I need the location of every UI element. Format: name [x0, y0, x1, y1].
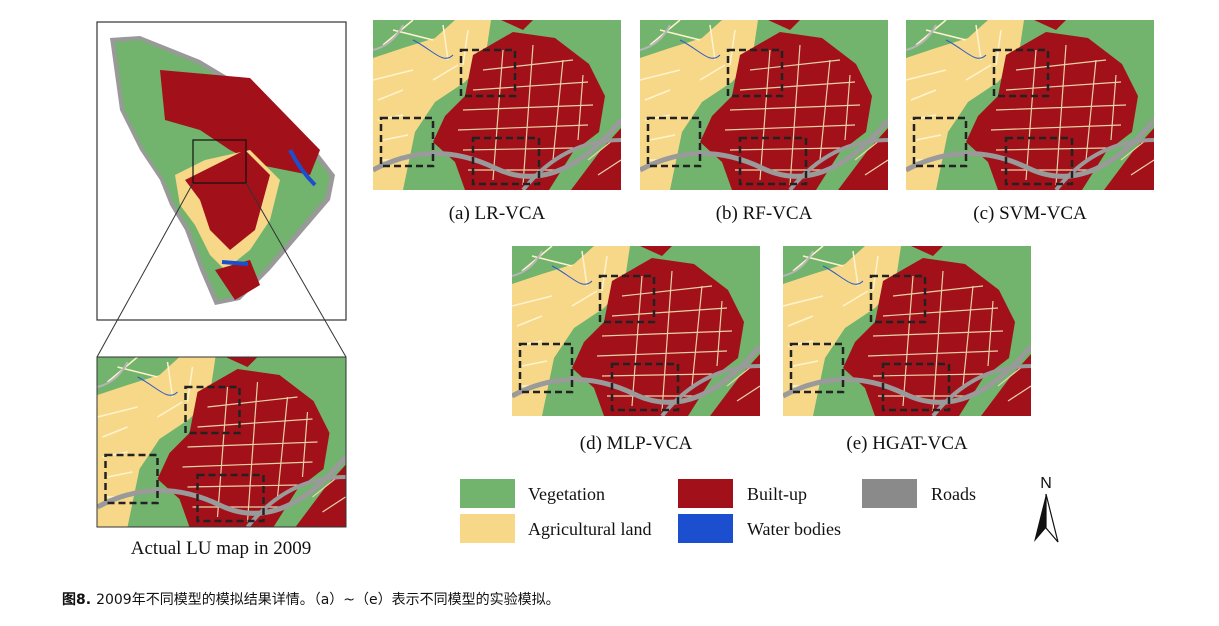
panel-label: (d) MLP-VCA: [580, 433, 693, 454]
overview-map: [96, 36, 347, 358]
overview-caption: Actual LU map in 2009: [131, 538, 311, 559]
legend-swatch: [460, 514, 515, 543]
panel-map: [373, 20, 621, 190]
panel-label: (a) LR-VCA: [449, 203, 546, 224]
panel-map: [783, 246, 1031, 416]
legend-label: Vegetation: [528, 484, 605, 504]
legend-swatch: [678, 479, 733, 508]
zoom-frame: [96, 356, 347, 528]
legend-label: Built-up: [747, 484, 807, 504]
zoom-map: [98, 357, 346, 527]
legend-label: Roads: [931, 484, 976, 504]
panel-map: [640, 20, 888, 190]
legend-swatch: [460, 479, 515, 508]
legend-label: Agricultural land: [528, 519, 651, 539]
caption-text: 2009年不同模型的模拟结果详情。（a）~（e）表示不同模型的实验模拟。: [96, 592, 560, 608]
legend-label: Water bodies: [747, 519, 841, 539]
panel-label: (c) SVM-VCA: [973, 203, 1087, 224]
figure-caption: 图8. 2009年不同模型的模拟结果详情。（a）~（e）表示不同模型的实验模拟。: [62, 592, 560, 608]
legend-swatch: [678, 514, 733, 543]
panel-label: (e) HGAT-VCA: [846, 433, 967, 454]
legend-swatch: [862, 479, 917, 508]
panel-label: (b) RF-VCA: [716, 203, 813, 224]
caption-label: 图8.: [62, 592, 91, 608]
panel-map: [512, 246, 760, 416]
panel-map: [906, 20, 1154, 190]
north-arrow: [1034, 493, 1059, 543]
north-label: N: [1040, 475, 1052, 492]
